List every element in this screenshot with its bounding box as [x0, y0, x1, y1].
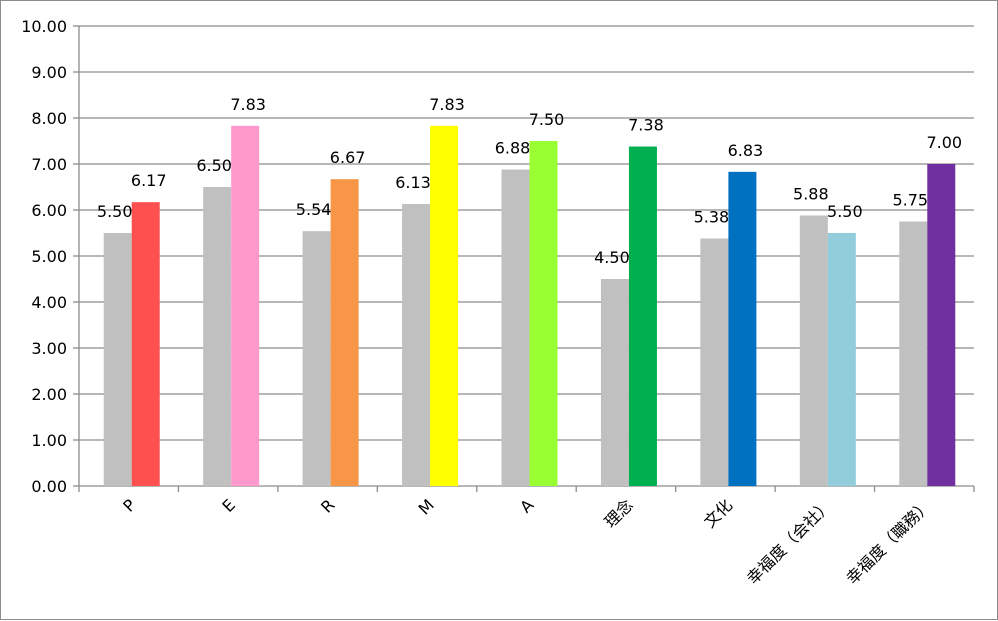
- bar-series2: [529, 141, 558, 486]
- bar-series1: [302, 231, 331, 486]
- data-label-series2: 6.67: [330, 148, 366, 167]
- bar-series1: [501, 169, 530, 486]
- data-label-series2: 7.00: [926, 133, 962, 152]
- data-label-series1: 5.88: [793, 185, 829, 204]
- x-category-label: 文化: [700, 495, 736, 531]
- data-label-series2: 7.50: [529, 110, 565, 129]
- bar-series1: [600, 279, 629, 486]
- data-label-series1: 4.50: [594, 248, 630, 267]
- bar-series2: [827, 233, 856, 486]
- data-label-series1: 6.88: [495, 139, 531, 158]
- y-tick-label: 4.00: [31, 293, 67, 312]
- y-tick-label: 7.00: [31, 155, 67, 174]
- data-label-series2: 6.83: [728, 141, 764, 160]
- x-category-label: P: [119, 495, 140, 516]
- bar-series2: [927, 164, 956, 486]
- data-label-series2: 6.17: [131, 171, 167, 190]
- y-tick-label: 2.00: [31, 385, 67, 404]
- data-label-series1: 6.13: [395, 173, 431, 192]
- bar-series1: [799, 215, 828, 486]
- y-tick-labels: 0.00 1.00 2.00 3.00 4.00 5.00 6.00 7.00 8.00 9.00…: [21, 17, 67, 496]
- bar-series2: [728, 171, 757, 486]
- data-label-series1: 5.38: [694, 208, 730, 227]
- bar-series2: [131, 202, 160, 486]
- x-category-label: E: [218, 495, 239, 516]
- bar-series1: [203, 187, 232, 486]
- data-label-series1: 5.75: [892, 191, 928, 210]
- x-category-label: 幸福度（職務）: [842, 495, 935, 588]
- y-tick-label: 0.00: [31, 477, 67, 496]
- bar-series2: [231, 125, 260, 486]
- bars: [103, 125, 956, 486]
- y-tick-label: 10.00: [21, 17, 67, 36]
- bar-series1: [700, 238, 729, 486]
- x-category-label: M: [415, 495, 438, 518]
- data-label-series2: 7.38: [628, 116, 664, 135]
- x-category-labels: P E R M A 理念 文化 幸福度（会社） 幸福度（職務）: [119, 495, 935, 588]
- data-label-series2: 5.50: [827, 202, 863, 221]
- x-category-label: 理念: [601, 495, 637, 531]
- data-label-series1: 6.50: [196, 156, 232, 175]
- data-label-series2: 7.83: [429, 95, 465, 114]
- y-tick-label: 6.00: [31, 201, 67, 220]
- bar-series2: [628, 146, 657, 486]
- data-label-series1: 5.50: [97, 202, 133, 221]
- bar-series2: [330, 179, 359, 486]
- y-tick-label: 3.00: [31, 339, 67, 358]
- y-tick-label: 9.00: [31, 63, 67, 82]
- data-label-series1: 5.54: [296, 200, 332, 219]
- y-tick-label: 8.00: [31, 109, 67, 128]
- bar-series1: [402, 204, 431, 486]
- bar-series2: [430, 125, 459, 486]
- x-category-label: R: [317, 495, 338, 516]
- data-labels: 5.50 6.17 6.50 7.83 5.54 6.67 6.13 7.83 6.88 7.50…: [97, 95, 962, 267]
- bar-series1: [899, 221, 928, 486]
- bar-series1: [103, 233, 132, 486]
- x-category-label: A: [516, 495, 537, 516]
- y-tick-label: 1.00: [31, 431, 67, 450]
- x-category-label: 幸福度（会社）: [743, 495, 836, 588]
- data-label-series2: 7.83: [230, 95, 266, 114]
- y-tick-label: 5.00: [31, 247, 67, 266]
